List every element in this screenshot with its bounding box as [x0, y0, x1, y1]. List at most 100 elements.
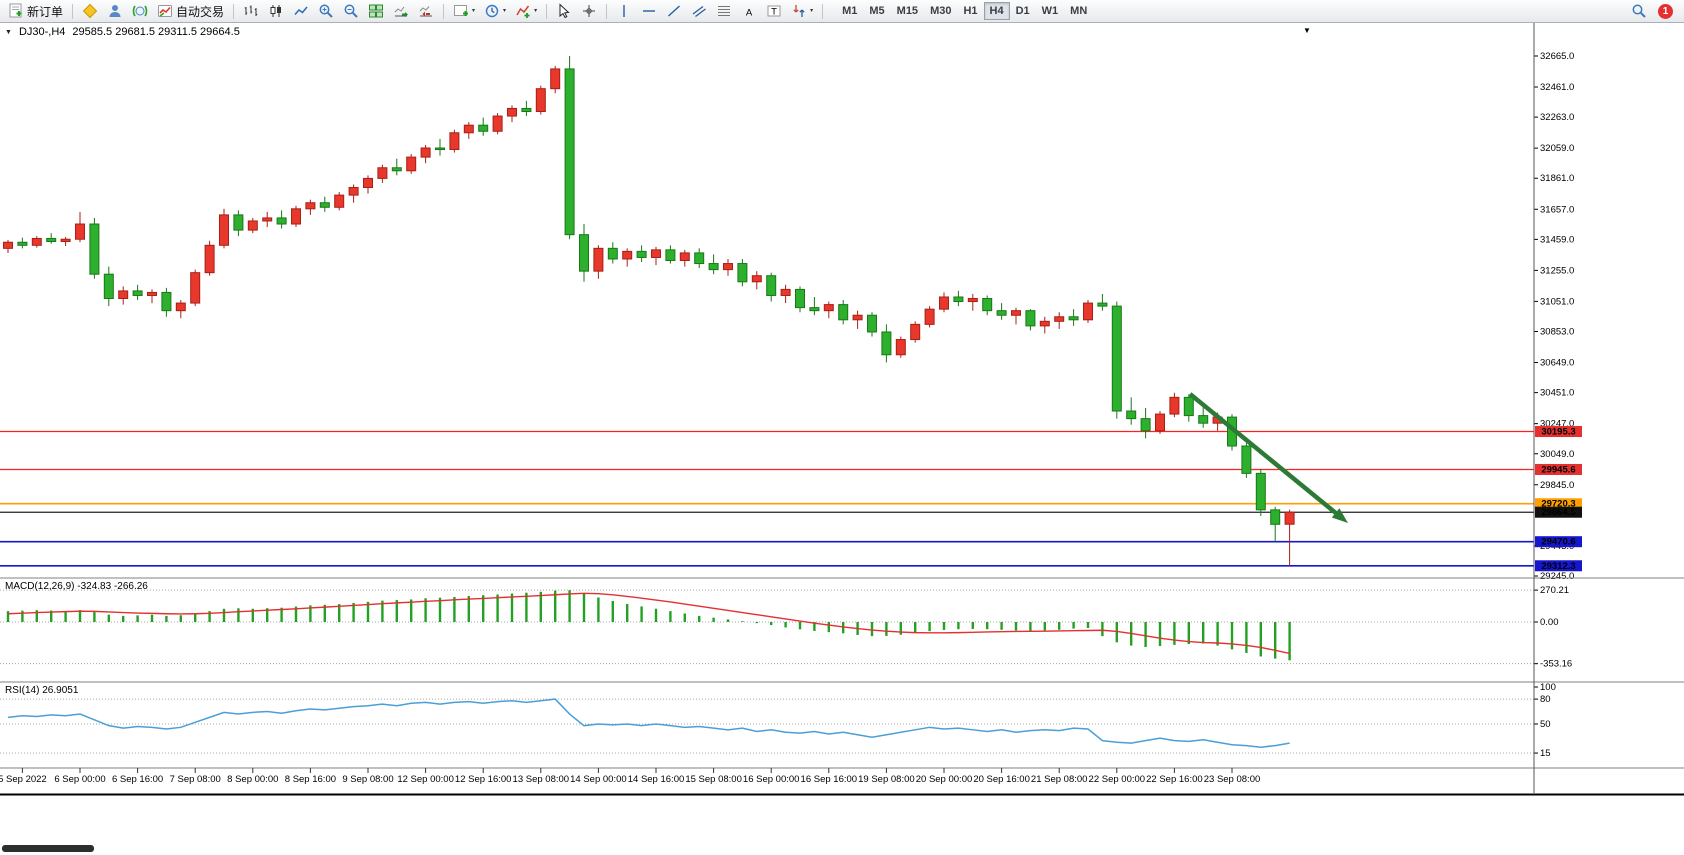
symbol-dropdown-icon[interactable]: ▼	[5, 28, 12, 36]
zoom-in-button[interactable]	[314, 1, 338, 21]
timeframe-d1-button[interactable]: D1	[1010, 2, 1036, 20]
svg-text:30853.0: 30853.0	[1540, 327, 1574, 338]
tile-windows-button[interactable]	[364, 1, 388, 21]
chart-shift-button[interactable]	[414, 1, 438, 21]
timeframe-m5-button[interactable]: M5	[863, 2, 890, 20]
channel-button[interactable]	[687, 1, 711, 21]
chart-ohlc-values: 29585.5 29681.5 29311.5 29664.5	[72, 26, 240, 38]
svg-text:32461.0: 32461.0	[1540, 82, 1574, 93]
chart-canvas[interactable]: 32665.0 32461.0 32263.0 32059.0 31861.0 31657…	[0, 23, 1684, 798]
svg-text:22 Sep 00:00: 22 Sep 00:00	[1089, 774, 1146, 785]
timeframe-m15-button[interactable]: M15	[891, 2, 924, 20]
notification-badge[interactable]: 1	[1658, 3, 1673, 19]
svg-text:5 Sep 2022: 5 Sep 2022	[0, 774, 47, 785]
zoom-out-button[interactable]	[339, 1, 363, 21]
trend-arrow-annotation[interactable]	[1188, 392, 1348, 523]
svg-text:270.21: 270.21	[1540, 585, 1569, 596]
navigator-icon	[107, 3, 123, 19]
timeframe-m30-button[interactable]: M30	[924, 2, 957, 20]
svg-text:30649.0: 30649.0	[1540, 358, 1574, 369]
macd-label: MACD(12,26,9) -324.83 -266.26	[5, 581, 148, 592]
bottom-strip	[0, 798, 1684, 855]
svg-text:31657.0: 31657.0	[1540, 204, 1574, 215]
chart-bars-button[interactable]	[239, 1, 263, 21]
timeframe-h1-button[interactable]: H1	[957, 2, 983, 20]
toolbar-separator	[72, 3, 74, 19]
chart-area: 32665.0 32461.0 32263.0 32059.0 31861.0 31657…	[0, 23, 1684, 798]
timeframe-w1-button[interactable]: W1	[1036, 2, 1065, 20]
trendline-button[interactable]	[662, 1, 686, 21]
timeframe-m1-button[interactable]: M1	[836, 2, 863, 20]
arrows-button[interactable]: ▾	[787, 1, 817, 21]
toolbar-right-group: 1	[1627, 1, 1680, 21]
svg-text:A: A	[746, 8, 753, 19]
chart-symbol-label: DJ30-,H4	[18, 26, 66, 38]
fibonacci-icon	[716, 3, 732, 19]
search-button[interactable]	[1627, 1, 1651, 21]
vertical-line-button[interactable]	[612, 1, 636, 21]
svg-text:30195.3: 30195.3	[1541, 427, 1575, 438]
svg-text:14 Sep 16:00: 14 Sep 16:00	[628, 774, 685, 785]
svg-text:31051.0: 31051.0	[1540, 296, 1574, 307]
terminal-button[interactable]	[128, 1, 152, 21]
svg-text:19 Sep 08:00: 19 Sep 08:00	[858, 774, 915, 785]
svg-text:29664.5: 29664.5	[1541, 507, 1576, 518]
chevron-down-icon: ▾	[810, 8, 814, 14]
triangle-marker[interactable]: ▼	[1303, 26, 1311, 35]
chart-line-button[interactable]	[289, 1, 313, 21]
svg-text:23 Sep 08:00: 23 Sep 08:00	[1204, 774, 1261, 785]
svg-text:32263.0: 32263.0	[1540, 112, 1574, 123]
svg-text:80: 80	[1540, 694, 1551, 705]
svg-text:29845.0: 29845.0	[1540, 480, 1574, 491]
toolbar-separator	[606, 3, 608, 19]
price-axis[interactable]: 32665.0 32461.0 32263.0 32059.0 31861.0 31657…	[1534, 51, 1582, 582]
crosshair-button[interactable]	[577, 1, 601, 21]
toolbar: 新订单 自动交易 ▾ ▾	[0, 0, 1684, 23]
toolbar-separator	[233, 3, 235, 19]
toolbar-separator	[443, 3, 445, 19]
rsi-label: RSI(14) 26.9051	[5, 685, 79, 696]
auto-scroll-icon	[393, 3, 409, 19]
text-button[interactable]: A	[737, 1, 761, 21]
autotrade-button[interactable]: 自动交易	[153, 1, 228, 21]
svg-text:29245.0: 29245.0	[1540, 571, 1574, 582]
svg-text:21 Sep 08:00: 21 Sep 08:00	[1031, 774, 1088, 785]
indicators-button[interactable]: ▾	[511, 1, 541, 21]
horizontal-lines-layer[interactable]	[0, 430, 1534, 567]
svg-text:32059.0: 32059.0	[1540, 143, 1574, 154]
svg-text:31861.0: 31861.0	[1540, 173, 1574, 184]
candles-layer	[3, 56, 1295, 566]
text-icon: A	[741, 3, 757, 19]
svg-text:29470.6: 29470.6	[1541, 537, 1575, 548]
chart-title: ▼ DJ30-,H4 29585.5 29681.5 29311.5 29664…	[5, 26, 240, 38]
horizontal-scrollbar-thumb[interactable]	[2, 845, 94, 852]
svg-text:-353.16: -353.16	[1540, 659, 1572, 670]
new-chart-button[interactable]: ▾	[449, 1, 479, 21]
timeframe-mn-button[interactable]: MN	[1064, 2, 1093, 20]
svg-text:50: 50	[1540, 719, 1551, 730]
new-order-button[interactable]: 新订单	[4, 1, 67, 21]
svg-text:9 Sep 08:00: 9 Sep 08:00	[342, 774, 393, 785]
svg-text:20 Sep 16:00: 20 Sep 16:00	[973, 774, 1030, 785]
chart-candles-icon	[268, 3, 284, 19]
cursor-button[interactable]	[552, 1, 576, 21]
time-axis[interactable]: 5 Sep 2022 6 Sep 00:00 6 Sep 16:00 7 Sep 08…	[0, 768, 1260, 785]
svg-text:22 Sep 16:00: 22 Sep 16:00	[1146, 774, 1203, 785]
zoom-in-icon	[318, 3, 334, 19]
timeframe-h4-button[interactable]: H4	[983, 2, 1010, 20]
svg-text:13 Sep 08:00: 13 Sep 08:00	[513, 774, 570, 785]
horizontal-line-button[interactable]	[637, 1, 661, 21]
svg-text:29945.6: 29945.6	[1541, 464, 1575, 475]
navigator-button[interactable]	[103, 1, 127, 21]
chevron-down-icon: ▾	[503, 8, 507, 14]
label-button[interactable]: T	[762, 1, 786, 21]
svg-text:31459.0: 31459.0	[1540, 234, 1574, 245]
market-watch-button[interactable]	[78, 1, 102, 21]
periods-button[interactable]: ▾	[480, 1, 510, 21]
svg-text:8 Sep 16:00: 8 Sep 16:00	[285, 774, 336, 785]
fibonacci-button[interactable]	[712, 1, 736, 21]
chart-candles-button[interactable]	[264, 1, 288, 21]
svg-text:100: 100	[1540, 682, 1556, 693]
auto-scroll-button[interactable]	[389, 1, 413, 21]
tile-windows-icon	[368, 3, 384, 19]
